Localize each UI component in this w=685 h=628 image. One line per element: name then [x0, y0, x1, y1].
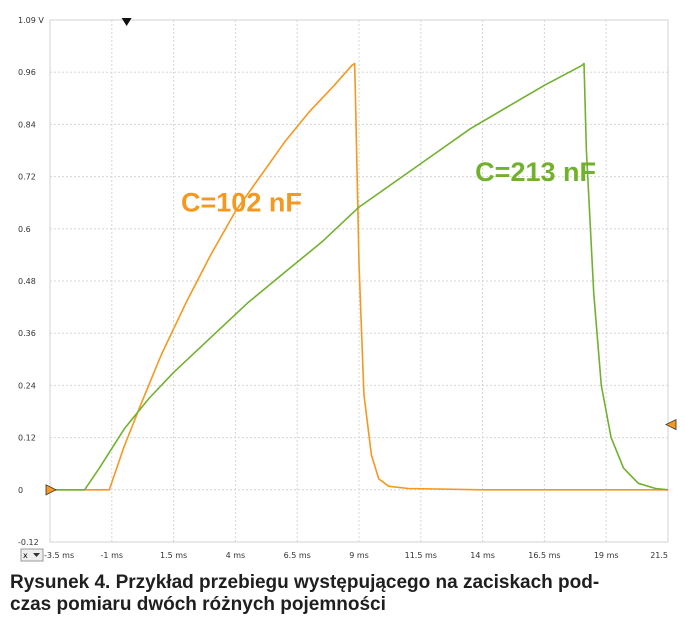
x-tick-label: 9 ms: [349, 551, 369, 560]
x-tick-label: 16.5 ms: [528, 551, 560, 560]
x-tick-label: 19 ms: [594, 551, 619, 560]
oscilloscope-chart: 1.09 V 0.96 0.84 0.72 0.6 0.48 0.36 0.24 0.12 0 -0…: [18, 16, 677, 562]
series-annotations: C=102 nF C=213 nF: [181, 157, 596, 217]
zero-level-marker-icon: [45, 484, 57, 496]
y-tick-label: 0.84: [18, 120, 36, 129]
y-tick-label: 0.6: [18, 225, 31, 234]
y-tick-label: 0.36: [18, 329, 36, 338]
series-annotation: C=213 nF: [475, 157, 596, 187]
series-lines: [50, 62, 669, 491]
caption-line-1: Rysunek 4. Przykład przebiegu występując…: [10, 572, 600, 593]
y-tick-label: 0.48: [18, 277, 36, 286]
y-tick-label: 0: [18, 486, 23, 495]
x-axis-menu-label: x: [23, 551, 28, 560]
x-tick-label: 4 ms: [226, 551, 246, 560]
x-tick-label: 21.5: [650, 551, 668, 560]
x-tick-label: 1.5 ms: [160, 551, 187, 560]
chevron-down-icon: [33, 553, 40, 557]
x-tick-label: 14 ms: [470, 551, 495, 560]
caption-line-2: czas pomiaru dwóch różnych pojemności: [10, 594, 386, 615]
x-axis-menu[interactable]: x: [20, 548, 44, 562]
series-line: [50, 62, 668, 491]
y-tick-label: 0.96: [18, 68, 36, 77]
y-tick-label: 0.12: [18, 434, 36, 443]
x-tick-label: -1 ms: [101, 551, 123, 560]
y-tick-label: 0.24: [18, 381, 36, 390]
y-tick-label: 0.72: [18, 173, 36, 182]
y-tick-label: 1.09 V: [18, 16, 44, 25]
x-tick-label: 6.5 ms: [284, 551, 311, 560]
trigger-marker-icon: [121, 18, 132, 26]
y-tick-label: -0.12: [18, 538, 39, 547]
series-annotation: C=102 nF: [181, 187, 302, 217]
y-tick-labels: 1.09 V 0.96 0.84 0.72 0.6 0.48 0.36 0.24 0.12 0 -0…: [18, 16, 44, 547]
figure-caption: Rysunek 4. Przykład przebiegu występując…: [10, 572, 680, 616]
x-tick-label: -3.5 ms: [44, 551, 74, 560]
trigger-level-marker-icon: [665, 418, 677, 431]
series-line: [50, 62, 669, 491]
cursor-markers: [45, 18, 677, 496]
x-tick-label: 11.5 ms: [405, 551, 437, 560]
x-tick-labels: -3.5 ms -1 ms 1.5 ms 4 ms 6.5 ms 9 ms 11.5 ms 1…: [44, 551, 668, 560]
